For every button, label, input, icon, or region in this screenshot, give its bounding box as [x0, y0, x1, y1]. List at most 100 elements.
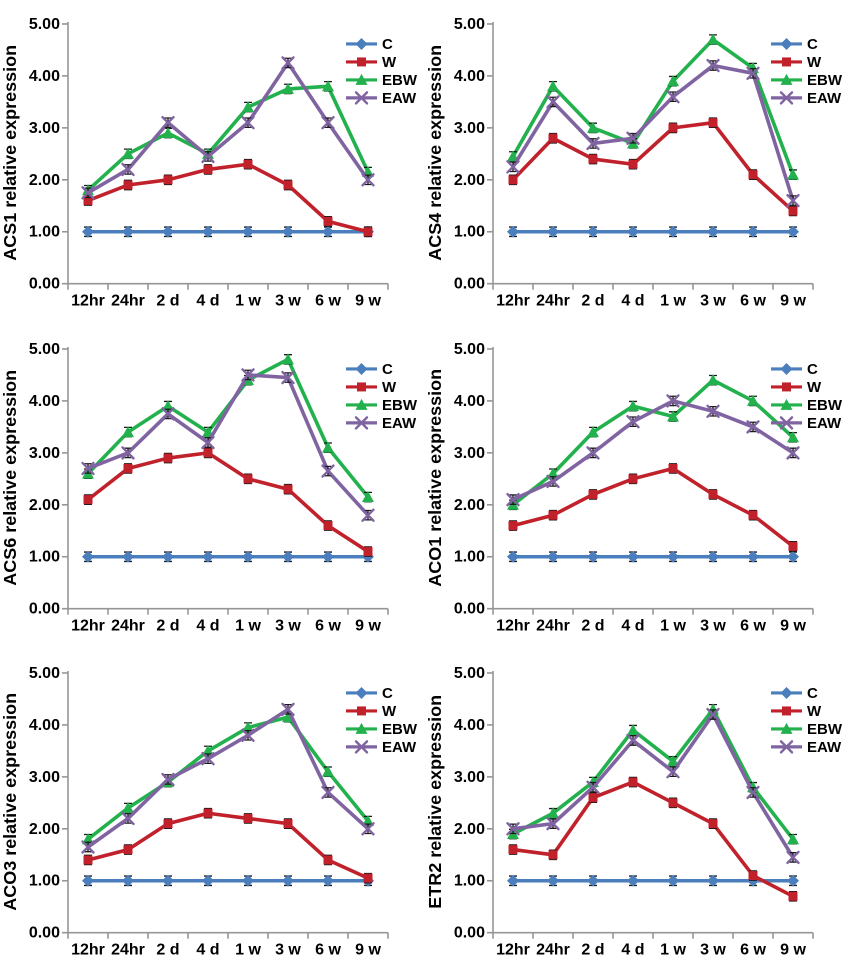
series-eaw	[506, 393, 800, 506]
diamond-marker-icon	[162, 550, 174, 563]
diamond-marker-icon	[202, 550, 214, 563]
y-tick-label: 3.00	[29, 769, 60, 786]
y-tick-label: 4.00	[29, 68, 60, 85]
error-bars	[84, 712, 372, 845]
x-marker-icon	[201, 149, 215, 164]
x-tick-label: 4 d	[196, 293, 219, 310]
x-marker-icon	[354, 415, 369, 430]
diamond-marker-icon	[122, 550, 134, 563]
square-marker-icon	[83, 196, 93, 206]
legend-label: EAW	[382, 415, 417, 432]
chart-svg: 0.00 1.00 2.00 3.00 4.00 5.00 12hr 24hr 2 d 4 d 1 …	[425, 16, 843, 310]
diamond-marker-icon	[355, 362, 368, 375]
diamond-marker-icon	[242, 225, 254, 238]
x-tick-label: 1 w	[235, 617, 261, 634]
diamond-marker-icon	[587, 225, 599, 238]
x-tick-label: 3 w	[275, 942, 301, 959]
diamond-marker-icon	[747, 550, 759, 563]
square-marker-icon	[243, 473, 253, 483]
square-marker-icon	[163, 453, 173, 463]
diamond-marker-icon	[82, 225, 94, 238]
y-tick-label: 1.00	[29, 548, 60, 565]
x-tick-label: 12hr	[496, 617, 530, 634]
diamond-marker-icon	[787, 550, 799, 563]
square-marker-icon	[83, 855, 93, 865]
chart-svg: 0.00 1.00 2.00 3.00 4.00 5.00 12hr 24hr 2 d 4 d 1 …	[0, 341, 418, 635]
square-marker-icon	[788, 541, 798, 551]
x-tick-label: 4 d	[621, 293, 644, 310]
triangle-marker-icon	[82, 833, 94, 845]
legend-label: EAW	[382, 739, 417, 756]
x-tick-label: 2 d	[156, 942, 179, 959]
diamond-marker-icon	[82, 875, 94, 888]
series-w	[83, 808, 373, 884]
legend-label: EBW	[382, 397, 418, 414]
square-marker-icon	[668, 123, 678, 133]
x-marker-icon	[666, 765, 680, 779]
x-tick-label: 24hr	[536, 617, 570, 634]
diamond-marker-icon	[162, 225, 174, 238]
y-tick-label: 4.00	[29, 717, 60, 734]
square-marker-icon	[83, 494, 93, 504]
y-tick-label: 1.00	[454, 224, 485, 241]
triangle-marker-icon	[242, 101, 254, 113]
series-eaw	[81, 367, 375, 522]
x-marker-icon	[626, 131, 640, 145]
y-axis-title: ACO1 relative expression	[425, 369, 445, 587]
y-tick-label: 3.00	[29, 445, 60, 462]
triangle-marker-icon	[667, 410, 679, 422]
x-marker-icon	[81, 186, 95, 200]
x-marker-icon	[241, 367, 255, 382]
series-c	[507, 550, 799, 563]
x-marker-icon	[506, 492, 520, 506]
triangle-marker-icon	[747, 394, 759, 406]
y-axis-title: ACO3 relative expression	[0, 693, 20, 911]
triangle-marker-icon	[162, 127, 174, 139]
x-tick-label: 9 w	[780, 617, 806, 634]
square-marker-icon	[123, 845, 133, 855]
x-marker-icon	[201, 435, 215, 449]
y-tick-label: 2.00	[454, 821, 485, 838]
triangle-marker-icon	[780, 723, 793, 735]
legend-label: EBW	[382, 72, 418, 89]
square-marker-icon	[323, 520, 333, 530]
x-marker-icon	[746, 419, 760, 434]
series-w	[508, 462, 798, 552]
x-marker-icon	[121, 445, 135, 460]
x-tick-label: 3 w	[275, 293, 301, 310]
chart-panel-acs1: 0.00 1.00 2.00 3.00 4.00 5.00 12hr 24hr 2 d 4 d 1 …	[0, 0, 425, 325]
axes	[487, 346, 814, 615]
diamond-marker-icon	[707, 875, 719, 888]
square-marker-icon	[748, 871, 758, 881]
diamond-marker-icon	[787, 875, 799, 888]
square-marker-icon	[363, 873, 373, 883]
x-tick-label: 9 w	[355, 617, 381, 634]
legend-label: W	[807, 54, 822, 71]
diamond-marker-icon	[667, 225, 679, 238]
square-marker-icon	[788, 892, 798, 902]
series-ebw	[507, 373, 799, 510]
y-tick-label: 2.00	[29, 496, 60, 513]
x-marker-icon	[779, 91, 794, 105]
x-tick-label: 1 w	[660, 942, 686, 959]
series-line	[87, 162, 369, 234]
series-line	[511, 37, 795, 176]
diamond-marker-icon	[547, 550, 559, 563]
square-marker-icon	[508, 175, 518, 185]
legend-label: EAW	[807, 739, 842, 756]
y-tick-label: 3.00	[454, 120, 485, 137]
square-marker-icon	[203, 809, 213, 819]
y-tick-label: 2.00	[454, 172, 485, 189]
x-marker-icon	[321, 115, 335, 130]
square-marker-icon	[788, 206, 798, 216]
series-c	[82, 875, 374, 888]
square-marker-icon	[203, 164, 213, 174]
x-tick-label: 1 w	[660, 293, 686, 310]
series-ebw	[507, 33, 799, 180]
x-marker-icon	[586, 445, 600, 460]
diamond-marker-icon	[627, 225, 639, 238]
triangle-marker-icon	[787, 168, 799, 180]
series-line	[512, 713, 795, 859]
